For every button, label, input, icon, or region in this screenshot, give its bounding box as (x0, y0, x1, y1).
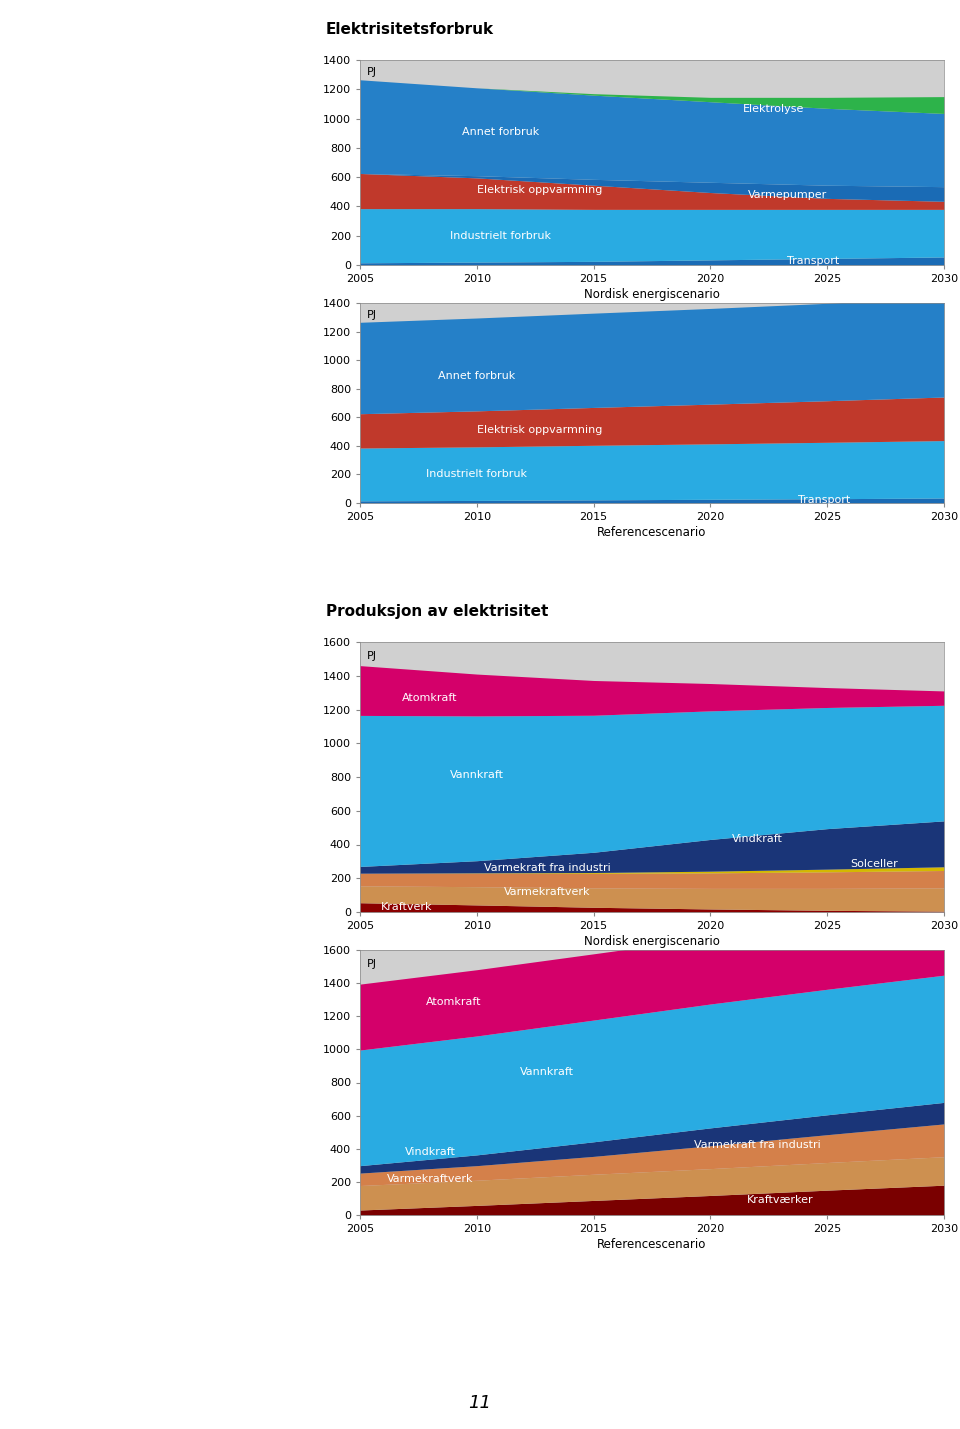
Text: Varmekraft fra industri: Varmekraft fra industri (484, 863, 611, 873)
Text: Industrielt forbruk: Industrielt forbruk (426, 470, 527, 479)
Text: Transport: Transport (786, 256, 839, 266)
Text: Elektrisk oppvarmning: Elektrisk oppvarmning (477, 186, 602, 196)
Text: Varmekraftverk: Varmekraftverk (504, 887, 590, 897)
Text: Vannkraft: Vannkraft (520, 1066, 574, 1076)
Text: Vindkraft: Vindkraft (732, 835, 782, 845)
Text: Elektrolyse: Elektrolyse (742, 104, 804, 114)
Text: Elektrisitetsforbruk: Elektrisitetsforbruk (326, 21, 494, 37)
Text: Varmekraft fra industri: Varmekraft fra industri (694, 1140, 821, 1150)
Text: Transport: Transport (799, 496, 851, 506)
Text: Annet forbruk: Annet forbruk (438, 372, 516, 382)
Text: Atomkraft: Atomkraft (402, 693, 458, 703)
Text: Solceller: Solceller (850, 859, 898, 869)
X-axis label: Referencescenario: Referencescenario (597, 1238, 707, 1252)
Text: Atomkraft: Atomkraft (425, 997, 481, 1007)
Text: 11: 11 (468, 1393, 492, 1412)
Text: Annet forbruk: Annet forbruk (462, 127, 539, 137)
Text: Elektrisk oppvarmning: Elektrisk oppvarmning (477, 424, 602, 434)
Text: Industrielt forbruk: Industrielt forbruk (449, 231, 551, 242)
Text: PJ: PJ (367, 652, 377, 662)
X-axis label: Nordisk energiscenario: Nordisk energiscenario (584, 289, 720, 302)
Text: Vindkraft: Vindkraft (405, 1146, 455, 1156)
Text: Varmekraftverk: Varmekraftverk (387, 1175, 473, 1185)
Text: Vannkraft: Vannkraft (450, 770, 504, 780)
X-axis label: Referencescenario: Referencescenario (597, 526, 707, 539)
Text: PJ: PJ (367, 310, 377, 320)
Text: Kraftverk: Kraftverk (381, 903, 432, 913)
Text: PJ: PJ (367, 959, 377, 969)
Text: Varmepumper: Varmepumper (748, 190, 828, 200)
Text: Produksjon av elektrisitet: Produksjon av elektrisitet (326, 604, 548, 619)
X-axis label: Nordisk energiscenario: Nordisk energiscenario (584, 935, 720, 949)
Text: PJ: PJ (367, 67, 377, 77)
Text: Kraftværker: Kraftværker (747, 1195, 814, 1205)
